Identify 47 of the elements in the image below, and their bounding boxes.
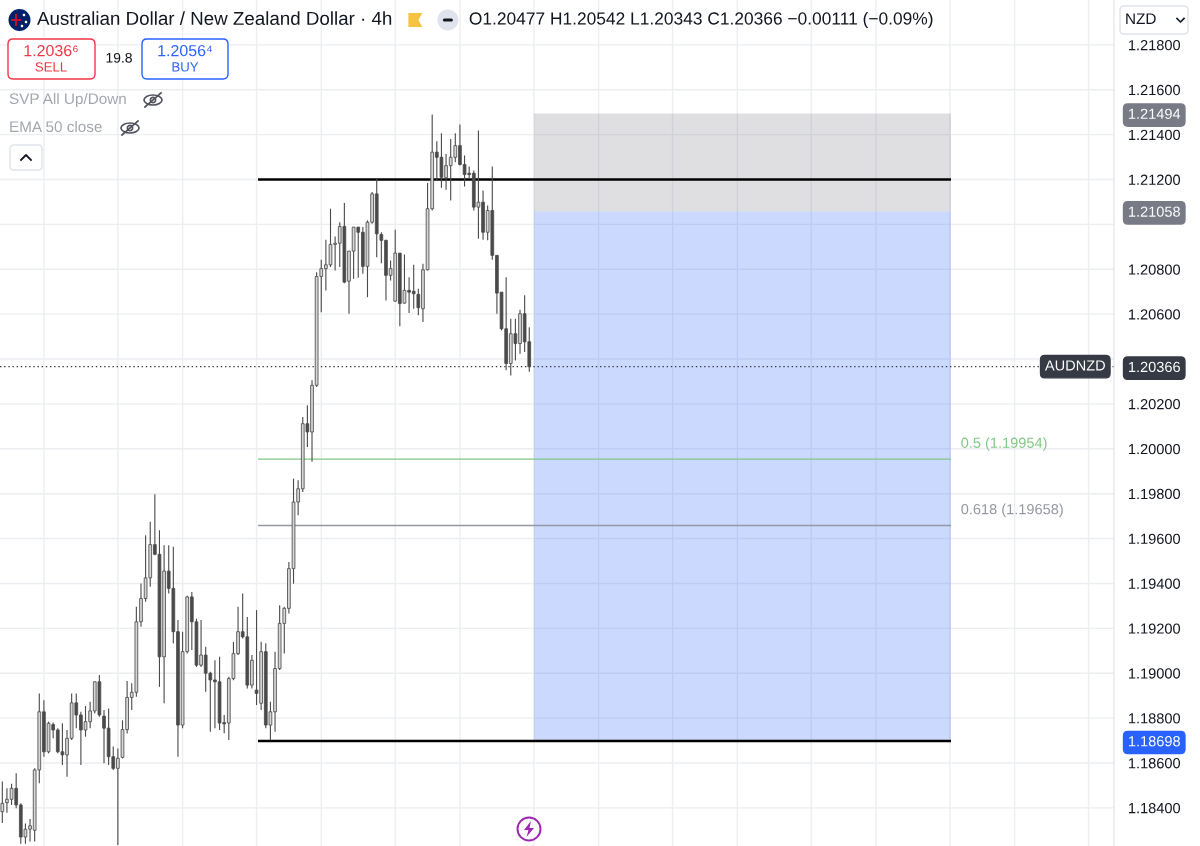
y-tick-label: 1.19200 bbox=[1129, 623, 1181, 634]
candlestick bbox=[83, 705, 88, 738]
candlestick bbox=[453, 132, 458, 163]
y-tick-label: 1.18800 bbox=[1129, 713, 1181, 724]
y-tick-label: 1.20000 bbox=[1129, 443, 1181, 455]
y-tick-label: 1.19000 bbox=[1129, 668, 1181, 679]
y-tick-label: 1.21800 bbox=[1129, 39, 1181, 51]
candlestick bbox=[254, 609, 259, 706]
candlestick bbox=[55, 727, 60, 754]
candlestick bbox=[0, 781, 5, 824]
ref-line-label: 0.618 (1.19658) bbox=[961, 503, 1063, 518]
text: NZD bbox=[1126, 13, 1156, 24]
text: O1.20477 H1.20542 L1.20343 C1.20366 −0.00111 (−0.09%) bbox=[469, 11, 933, 29]
chart-title: Australian Dollar / New Zealand Dollar · 4h bbox=[37, 11, 392, 26]
y-tick-label: 1.21494 bbox=[1129, 108, 1181, 119]
y-tick-label: 1.20200 bbox=[1129, 399, 1181, 410]
candlestick bbox=[9, 783, 14, 806]
candlestick bbox=[60, 722, 65, 766]
y-tick-label: 1.19800 bbox=[1129, 488, 1181, 500]
candlestick bbox=[448, 138, 453, 201]
annotation: BUY bbox=[172, 62, 199, 72]
ref-line-label: AUDNZD bbox=[1044, 360, 1105, 371]
y-tick-label: 1.19600 bbox=[1129, 533, 1181, 544]
candlestick bbox=[402, 253, 407, 305]
annotation: EMA 50 close bbox=[10, 120, 102, 133]
candlestick bbox=[439, 132, 444, 189]
y-tick-label: 1.21600 bbox=[1129, 84, 1181, 96]
candlestick bbox=[203, 646, 208, 693]
y-tick-label: 1.20600 bbox=[1129, 309, 1181, 320]
annotation: 1.2036⁶ bbox=[24, 44, 78, 57]
ref-line-label: 0.5 (1.19954) bbox=[961, 437, 1047, 451]
annotation: SELL bbox=[35, 62, 67, 72]
y-tick-label: 1.18698 bbox=[1129, 736, 1180, 747]
y-tick-label: 1.20366 bbox=[1129, 361, 1180, 373]
candlestick bbox=[356, 226, 361, 279]
annotation: 1.2056⁴ bbox=[158, 44, 213, 57]
y-tick-label: 1.21200 bbox=[1129, 174, 1181, 185]
y-tick-label: 1.20800 bbox=[1129, 264, 1181, 275]
annotation: 19.8 bbox=[106, 52, 132, 63]
y-tick-label: 1.18400 bbox=[1129, 802, 1181, 814]
candlestick bbox=[411, 264, 416, 310]
y-tick-label: 1.21058 bbox=[1129, 206, 1180, 217]
annotation: SVP All Up/Down bbox=[9, 92, 126, 108]
y-tick-label: 1.19400 bbox=[1129, 578, 1181, 589]
y-tick-label: 1.18600 bbox=[1129, 758, 1181, 769]
candlestick bbox=[476, 130, 481, 240]
y-tick-label: 1.21400 bbox=[1129, 129, 1181, 141]
